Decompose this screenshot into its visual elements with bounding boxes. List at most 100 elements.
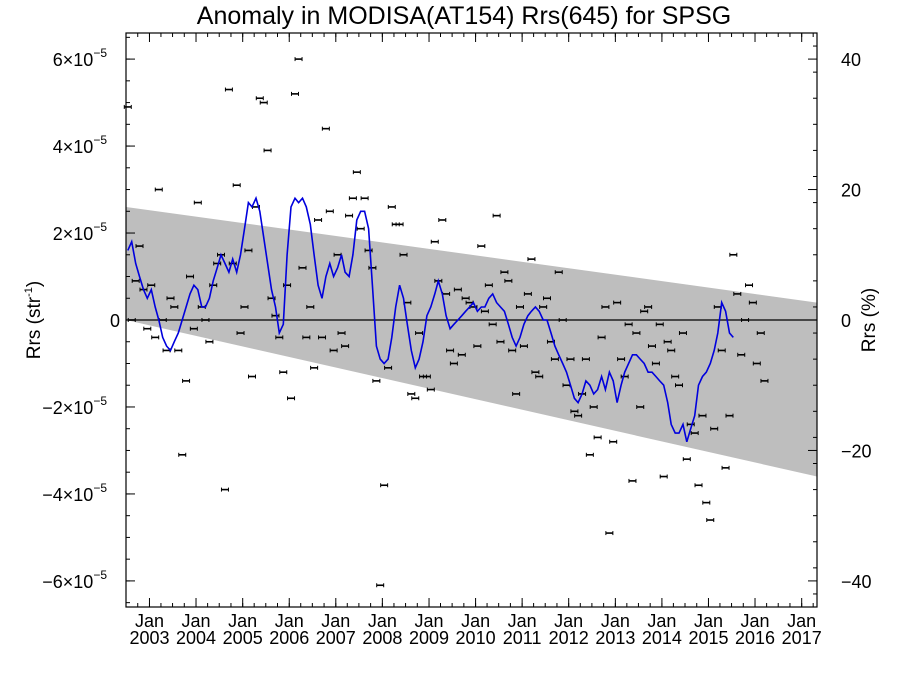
data-point	[248, 374, 257, 379]
data-point	[504, 278, 513, 283]
data-point	[201, 318, 210, 322]
data-point	[220, 487, 229, 492]
data-point	[756, 331, 765, 336]
data-point	[531, 370, 540, 375]
data-point	[372, 378, 381, 383]
chart-title: Anomaly in MODISA(AT154) Rrs(645) for SP…	[197, 2, 731, 30]
y-tick-exponent: −5	[93, 46, 107, 60]
data-point	[399, 252, 408, 257]
data-point	[617, 357, 626, 362]
axes: 6×10−54×10−52×10−50−2×10−5−4×10−5−6×10−5…	[42, 32, 872, 648]
data-point	[682, 457, 691, 462]
data-point	[710, 426, 719, 431]
data-point	[380, 483, 389, 488]
x-tick-month: Jan	[601, 611, 630, 631]
y-tick-mantissa: −6×10	[42, 572, 93, 592]
x-tick-month: Jan	[741, 611, 770, 631]
y-tick-mantissa: −4×10	[42, 485, 93, 505]
x-tick-year: 2005	[223, 628, 263, 648]
y-tick-label: −4×10−5	[42, 481, 107, 505]
y-tick-label: 4×10−5	[53, 133, 108, 157]
data-point	[310, 365, 319, 370]
data-point	[205, 339, 214, 344]
data-point	[527, 257, 536, 262]
data-point	[480, 309, 489, 314]
data-point	[193, 200, 202, 205]
data-point	[232, 183, 241, 188]
data-point	[624, 322, 633, 327]
x-tick-year: 2014	[642, 628, 682, 648]
data-point	[585, 452, 594, 457]
x-tick-month: Jan	[368, 611, 397, 631]
data-point	[745, 283, 754, 288]
x-tick-year: 2016	[735, 628, 775, 648]
data-point	[345, 213, 354, 218]
data-point	[259, 100, 268, 105]
x-tick-month: Jan	[135, 611, 164, 631]
data-point	[725, 413, 734, 418]
data-point	[686, 422, 695, 427]
y-tick-mantissa: 6×10	[53, 50, 94, 70]
data-point	[360, 196, 369, 201]
data-point	[729, 252, 738, 257]
data-point	[694, 483, 703, 488]
data-point	[376, 583, 385, 588]
y2-tick-label: 40	[841, 50, 861, 70]
data-point	[636, 404, 645, 409]
data-point	[690, 431, 699, 436]
data-point	[154, 187, 163, 192]
data-point	[515, 304, 524, 309]
data-point	[143, 326, 152, 331]
y2-tick-label: −20	[841, 441, 872, 461]
data-point	[473, 344, 482, 349]
data-point	[364, 248, 373, 253]
x-tick-year: 2003	[129, 628, 169, 648]
data-point	[236, 331, 245, 336]
x-tick-year: 2013	[595, 628, 635, 648]
data-point	[387, 204, 396, 209]
data-point	[131, 278, 140, 283]
y-tick-mantissa: 4×10	[53, 137, 94, 157]
x-tick-year: 2006	[269, 628, 309, 648]
data-point	[151, 335, 160, 340]
data-point	[244, 248, 253, 253]
y-tick-mantissa: 2×10	[53, 224, 94, 244]
data-point	[484, 283, 493, 288]
data-point	[415, 331, 424, 336]
x-tick-year: 2007	[316, 628, 356, 648]
x-tick-month: Jan	[182, 611, 211, 631]
data-point	[597, 335, 606, 340]
data-point	[302, 335, 311, 340]
data-point	[675, 383, 684, 388]
data-point	[453, 287, 462, 292]
data-point	[593, 435, 602, 440]
data-point	[318, 335, 327, 340]
data-point	[721, 465, 730, 470]
data-point	[519, 344, 528, 349]
data-point	[512, 391, 521, 396]
data-point	[209, 283, 218, 288]
data-point	[655, 322, 664, 327]
data-point	[348, 196, 357, 201]
data-point	[240, 304, 249, 309]
y2-tick-label: −40	[841, 572, 872, 592]
data-point	[733, 291, 742, 296]
data-point	[748, 300, 757, 305]
trend-band	[126, 206, 817, 477]
y-tick-mantissa: −2×10	[42, 398, 93, 418]
data-point	[279, 370, 288, 375]
data-point	[659, 474, 668, 479]
y-tick-exponent: −5	[93, 568, 107, 582]
data-point	[147, 283, 156, 288]
data-point	[329, 348, 338, 353]
data-point	[737, 352, 746, 357]
data-point	[651, 361, 660, 366]
data-point	[554, 270, 563, 275]
y-axis-title: Rrs (str-1)	[23, 281, 45, 359]
x-tick-year: 2008	[362, 628, 402, 648]
data-point	[570, 409, 579, 414]
data-point	[294, 57, 303, 62]
data-point	[384, 365, 393, 370]
data-point	[263, 148, 272, 153]
